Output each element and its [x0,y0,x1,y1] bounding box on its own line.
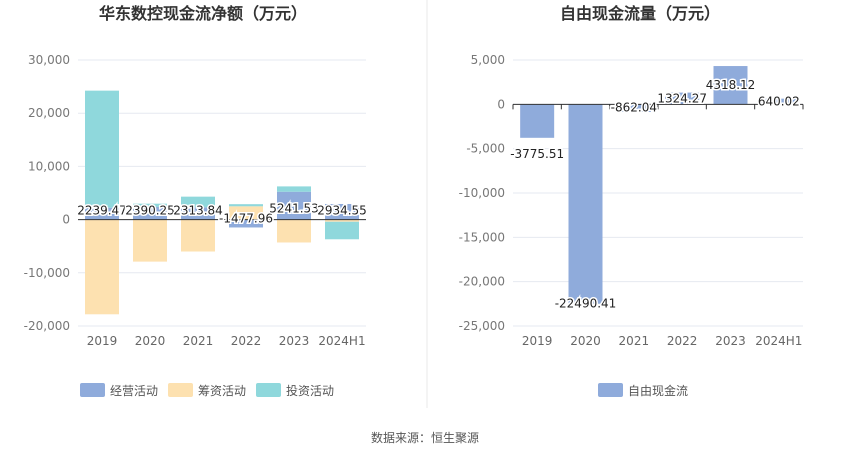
data-label: 2239.47 [77,204,127,218]
data-label: 5241.53 [269,202,319,216]
y-tick-label: 30,000 [28,53,70,67]
bar-投资活动-2019 [85,90,119,208]
bar-经营活动-2024H1 [325,203,359,220]
x-tick-label: 2019 [87,334,118,348]
bar-筹资活动-2019 [85,219,119,315]
data-label: -1477.96 [219,212,273,226]
x-tick-label: 2022 [667,334,698,348]
y-tick-label: -20,000 [459,275,505,289]
bar-自由现金流-2020 [568,104,603,304]
bar-投资活动-2022 [229,204,263,207]
bar-筹资活动-2024H1 [325,219,359,222]
x-tick-label: 2024H1 [755,334,802,348]
data-label: 2934.55 [317,204,367,218]
data-label: -862.04 [611,100,657,114]
data-label: 640.02 [758,94,800,108]
data-label: 2313.84 [173,204,223,218]
y-tick-label: -15,000 [459,230,505,244]
legend-item-筹资活动: 筹资活动 [168,383,246,398]
bar-经营活动-2019 [85,207,119,220]
data-label: 4318.12 [706,78,756,92]
x-tick-label: 2023 [715,334,746,348]
y-tick-label: 0 [497,97,505,111]
x-tick-label: 2019 [522,334,553,348]
bar-经营活动-2023 [277,191,311,220]
data-label: -22490.41 [555,297,617,311]
y-tick-label: 10,000 [28,159,70,173]
legend-label: 经营活动 [110,384,158,398]
chart-panel-2: 自由现金流量（万元） 5,000 0 -5,000 -10,000 -15,000 -20,… [459,4,804,398]
x-tick-label: 2024H1 [318,334,365,348]
y-tick-label: 0 [62,213,70,227]
bar-投资活动-2020 [133,203,167,207]
legend-item-投资活动: 投资活动 [256,383,334,398]
chart-title: 华东数控现金流净额（万元） [99,4,307,23]
x-tick-label: 2020 [135,334,166,348]
data-label: -3775.51 [510,147,564,161]
y-tick-label: -5,000 [466,142,505,156]
x-tick-label: 2023 [279,334,310,348]
chart-panel-1: 华东数控现金流净额（万元） 30,000 20,000 10,000 0 -10,000 -… [24,4,369,398]
y-tick-label: -10,000 [24,266,70,280]
data-label: 1324.27 [657,91,707,105]
y-tick-label: 20,000 [28,106,70,120]
bar-投资活动-2021 [181,196,215,208]
y-tick-label: -10,000 [459,186,505,200]
bar-自由现金流-2023 [713,66,748,105]
legend-item-自由现金流: 自由现金流 [598,383,688,398]
bar-经营活动-2020 [133,206,167,220]
legend-label: 自由现金流 [628,383,688,398]
data-source-footer: 数据来源：恒生聚源 [370,431,479,445]
bar-经营活动-2021 [181,207,215,220]
legend-swatch [168,383,193,397]
x-tick-label: 2020 [570,334,601,348]
bar-投资活动-2024H1 [325,221,359,240]
data-label: 2390.25 [125,204,175,218]
x-tick-label: 2022 [231,334,262,348]
bar-自由现金流-2024H1 [761,98,796,105]
bar-经营活动-2022 [229,219,263,228]
bar-投资活动-2023 [277,186,311,192]
bar-筹资活动-2021 [181,219,215,252]
legend-item-经营活动: 经营活动 [80,383,158,398]
legend-swatch [598,383,623,397]
legend-label: 投资活动 [286,383,334,398]
bar-筹资活动-2023 [277,219,311,243]
chart-title: 自由现金流量（万元） [560,4,720,23]
bar-自由现金流-2019 [520,104,555,138]
bar-自由现金流-2022 [665,92,700,105]
y-tick-label: -25,000 [459,319,505,333]
bar-筹资活动-2020 [133,219,167,262]
bar-筹资活动-2022 [229,206,263,220]
y-tick-label: 5,000 [471,53,505,67]
y-tick-label: -20,000 [24,319,70,333]
x-tick-label: 2021 [183,334,214,348]
legend-label: 筹资活动 [198,384,246,398]
legend-swatch [256,383,281,397]
x-tick-label: 2021 [619,334,650,348]
legend-swatch [80,383,105,397]
bar-自由现金流-2021 [616,104,651,112]
